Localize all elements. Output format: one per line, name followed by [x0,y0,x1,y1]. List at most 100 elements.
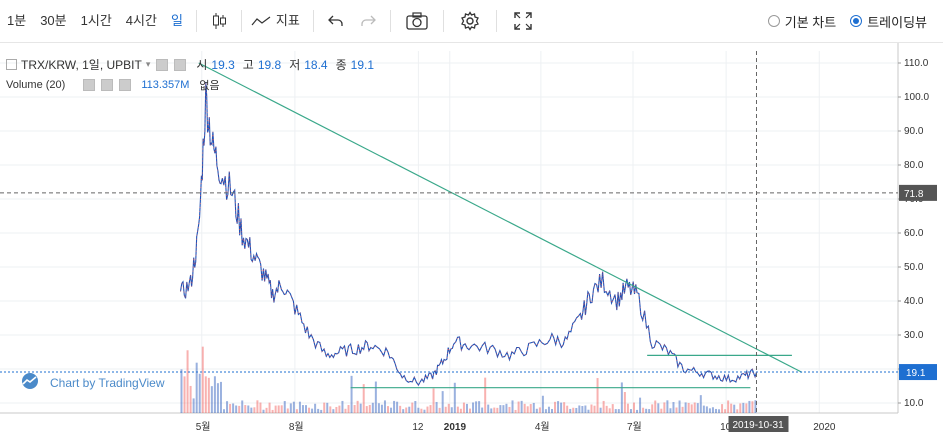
indicators-button[interactable]: 지표 [275,13,300,28]
volume-bar [648,409,651,413]
volume-bar [563,402,566,413]
indicators-icon[interactable] [248,0,274,42]
volume-bar [751,401,754,413]
volume-bar [314,403,317,413]
volume-bar [350,375,353,413]
volume-bar [235,405,238,413]
crosshair-price-badge [899,184,937,201]
volume-bar [216,383,219,413]
volume-bar [347,405,350,413]
volume-bar [736,409,739,413]
volume-bar [705,406,708,413]
redo-icon[interactable] [352,0,384,42]
volume-bar [484,377,487,413]
camera-icon[interactable] [397,0,437,42]
volume-bar [481,407,484,413]
volume-bar [423,409,426,413]
volume-bar [241,400,244,413]
x-tick-label: 12 [412,422,424,433]
volume-bar [341,400,344,413]
volume-bar [499,405,502,413]
volume-bar [390,407,393,413]
fullscreen-icon[interactable] [503,0,543,42]
volume-bar [663,402,666,413]
interval-day[interactable]: 일 [170,13,183,28]
volume-bar [377,403,380,413]
volume-bar [229,403,232,413]
basic-chart-radio[interactable]: 기본 차트 [767,12,837,31]
y-tick-label: 110.0 [904,58,929,69]
volume-bar [560,402,563,413]
volume-bar [459,408,462,413]
undo-icon[interactable] [320,0,352,42]
volume-bar [666,400,669,413]
eye-icon[interactable] [83,79,96,91]
volume-bar [593,405,596,413]
chart-toolbar: 1분 30분 1시간 4시간 일 지표 기본 차트 트레이딩뷰 [0,0,943,43]
volume-bar [344,408,347,413]
collapse-legend-icon[interactable] [6,59,17,70]
volume-bar [487,404,490,413]
settings-icon[interactable] [174,58,187,71]
legend-dropdown-icon[interactable]: ▾ [145,59,151,69]
volume-bar [721,404,724,413]
volume-bar [180,369,183,413]
volume-bar [517,401,520,413]
volume-bar [456,406,459,413]
volume-bar [718,409,721,413]
volume-bar [693,402,696,413]
volume-bar [672,402,675,413]
low-value: 18.4 [304,57,328,72]
volume-bar [326,402,329,413]
volume-bar [569,408,572,413]
toolbar-divider [312,10,314,32]
volume-bar [681,406,684,413]
volume-bar [259,402,262,413]
tradingview-watermark[interactable]: Chart by TradingView [18,373,165,392]
crosshair-date-label: 2019-10-31 [732,420,784,431]
interval-1min[interactable]: 1분 [7,13,27,28]
interval-4hour[interactable]: 4시간 [125,13,157,28]
toolbar-divider [442,10,444,32]
open-label: 시 [196,58,208,72]
volume-bar [295,409,298,413]
volume-bar [520,400,523,413]
volume-bar [578,405,581,413]
settings-icon[interactable] [101,79,114,91]
y-tick-label: 100.0 [904,92,929,103]
close-icon[interactable] [119,79,132,91]
volume-bar [323,402,326,413]
volume-bar [636,409,639,413]
volume-bar [250,407,253,413]
volume-bar [742,402,745,413]
tradingview-radio[interactable]: 트레이딩뷰 [850,12,927,31]
volume-bar [371,402,374,413]
volume-bar [402,409,405,413]
volume-bar [541,395,544,413]
settings-gear-icon[interactable] [450,0,490,42]
volume-bar [475,401,478,413]
interval-30min[interactable]: 30분 [40,13,67,28]
volume-bar [247,405,250,413]
eye-icon[interactable] [156,58,169,71]
volume-bar [262,409,265,413]
candlestick-icon[interactable] [203,0,235,42]
basic-chart-label: 기본 차트 [784,14,837,30]
volume-bar [745,403,748,413]
price-chart[interactable]: 10.020.030.040.050.060.070.080.090.0100.… [0,43,943,436]
high-label: 고 [242,58,254,72]
volume-bar [632,402,635,413]
volume-bar [581,406,584,413]
x-tick-label: 7월 [627,421,642,433]
volume-bar [584,405,587,413]
volume-bar [353,405,356,413]
volume-bar [511,400,514,413]
volume-bar [754,400,757,413]
volume-bar [396,401,399,413]
x-tick-label: 5월 [196,421,211,433]
volume-bar [298,401,301,413]
volume-ma-value: 없음 [199,80,220,92]
volume-bar [608,408,611,413]
interval-1hour[interactable]: 1시간 [80,13,112,28]
chart-area[interactable]: 10.020.030.040.050.060.070.080.090.0100.… [0,43,943,436]
